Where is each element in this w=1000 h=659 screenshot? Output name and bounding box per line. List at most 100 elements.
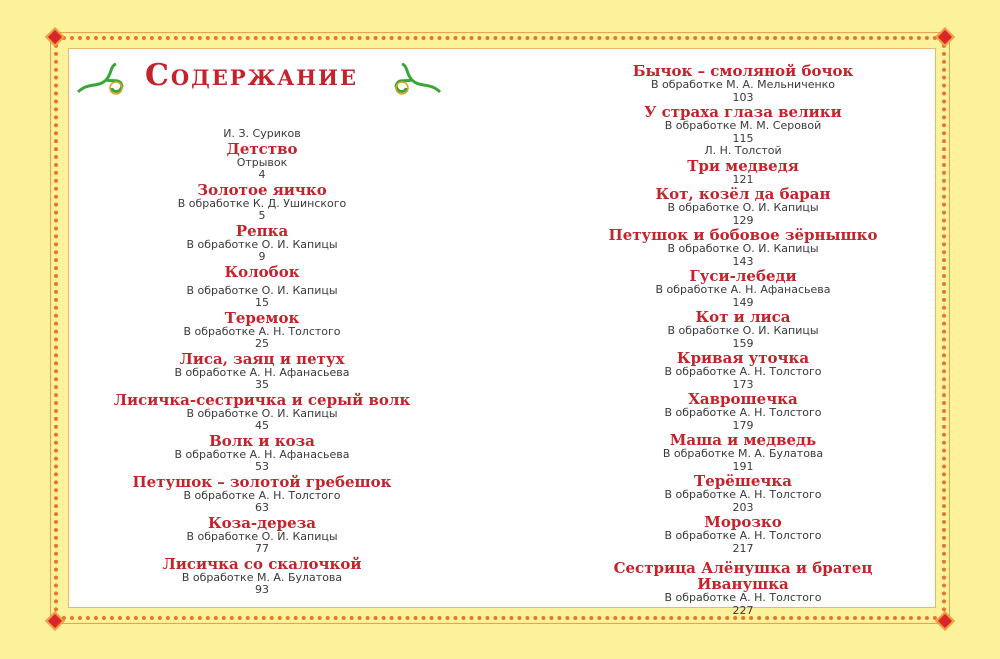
entry-subtitle: В обработке О. И. Капицы	[186, 529, 338, 543]
entry-subtitle: В обработке М. М. Серовой	[664, 119, 822, 132]
entry-subtitle: В обработке М. А. Булатова	[662, 447, 824, 460]
entry-subtitle: В обработке А. Н. Толстого	[664, 488, 822, 501]
contents-left-column: И. З. Суриков Детство Отрывок 4 Золотое яичк…	[112, 127, 412, 597]
entry-title: Кривая уточка	[676, 349, 810, 367]
entry-page-number: 15	[255, 296, 269, 309]
entry-subtitle: В обработке А. Н. Афанасьева	[655, 283, 831, 296]
toc-entry[interactable]: Репка В обработке О. И. Капицы 9	[112, 223, 412, 264]
entry-title: Волк и коза	[209, 431, 315, 450]
toc-entry[interactable]: Петушок – золотой гребешок В обработке А.…	[112, 474, 412, 515]
toc-entry[interactable]: Маша и медведь В обработке М. А. Булатова…	[593, 432, 893, 473]
entry-page-number: 159	[732, 336, 754, 350]
toc-entry[interactable]: Колобок В обработке О. И. Капицы 15	[112, 264, 412, 310]
entry-title: Теремок	[224, 308, 300, 327]
entry-subtitle: В обработке А. Н. Толстого	[664, 529, 822, 542]
entry-subtitle: В обработке А. Н. Толстого	[664, 406, 822, 419]
toc-entry[interactable]: Сестрица Алёнушка и братец Иванушка В обр…	[593, 555, 893, 617]
toc-entry[interactable]: Петушок и бобовое зёрнышко В обработке О.…	[593, 227, 893, 268]
entry-title: Коза-дереза	[207, 513, 317, 532]
entry-title: Петушок и бобовое зёрнышко	[608, 226, 878, 244]
toc-entry[interactable]: У страха глаза велики В обработке М. М. С…	[593, 104, 893, 145]
entry-page-number: 179	[732, 418, 754, 432]
toc-entry[interactable]: Хаврошечка В обработке А. Н. Толстого 179	[593, 391, 893, 432]
entry-title: Колобок	[224, 262, 300, 281]
entry-page-number: 227	[732, 603, 754, 617]
entry-page-number: 115	[732, 131, 754, 145]
toc-entry[interactable]: Терёшечка В обработке А. Н. Толстого 203	[593, 473, 893, 514]
toc-entry[interactable]: Золотое яичко В обработке К. Д. Ушинского…	[112, 182, 412, 223]
entry-page-number: 35	[255, 378, 269, 391]
entry-page-number: 103	[732, 90, 754, 104]
toc-entry[interactable]: Волк и коза В обработке А. Н. Афанасьева 5…	[112, 433, 412, 474]
entry-subtitle: В обработке О. И. Капицы	[667, 324, 819, 337]
entry-subtitle: В обработке О. И. Капицы	[667, 242, 819, 255]
page-title: Содержание	[145, 58, 358, 93]
entry-author: И. З. Суриков	[223, 127, 301, 140]
entry-title: Сестрица Алёнушка и братец Иванушка	[613, 559, 873, 593]
toc-entry[interactable]: Кот и лиса В обработке О. И. Капицы 159	[593, 309, 893, 350]
entry-subtitle: В обработке М. А. Булатова	[181, 570, 343, 584]
entry-subtitle: В обработке О. И. Капицы	[186, 237, 338, 251]
entry-page-number: 63	[255, 501, 269, 514]
entry-page-number: 129	[732, 213, 754, 227]
entry-page-number: 9	[258, 250, 266, 263]
toc-entry[interactable]: Бычок – смоляной бочок В обработке М. А. …	[593, 63, 893, 104]
entry-page-number: 121	[732, 172, 754, 186]
entry-title: Лисичка со скалочкой	[162, 554, 362, 573]
entry-subtitle: В обработке К. Д. Ушинского	[177, 196, 347, 210]
entry-subtitle: В обработке О. И. Капицы	[667, 201, 819, 214]
entry-page-number: 143	[732, 254, 754, 268]
entry-subtitle: В обработке А. Н. Толстого	[183, 324, 341, 338]
toc-entry[interactable]: Кривая уточка В обработке А. Н. Толстого 1…	[593, 350, 893, 391]
entry-title: Золотое яичко	[197, 180, 327, 199]
entry-title: Гуси-лебеди	[689, 267, 797, 285]
entry-author: Л. Н. Толстой	[704, 144, 782, 157]
entry-page-number: 93	[255, 583, 269, 596]
entry-page-number: 4	[258, 168, 266, 181]
toc-entry[interactable]: Морозко В обработке А. Н. Толстого 217	[593, 514, 893, 555]
entry-title: Терёшечка	[694, 472, 792, 490]
entry-page-number: 45	[255, 419, 269, 432]
entry-title: Кот и лиса	[695, 308, 791, 326]
entry-subtitle: В обработке О. И. Капицы	[186, 406, 338, 420]
entry-page-number: 203	[732, 500, 754, 514]
toc-entry[interactable]: Гуси-лебеди В обработке А. Н. Афанасьева 1…	[593, 268, 893, 309]
toc-entry[interactable]: Теремок В обработке А. Н. Толстого 25	[112, 310, 412, 351]
entry-subtitle: В обработке А. Н. Толстого	[664, 365, 822, 378]
entry-subtitle: В обработке А. Н. Толстого	[664, 591, 822, 604]
entry-page-number: 77	[255, 542, 269, 555]
entry-subtitle: В обработке О. И. Капицы	[186, 283, 338, 297]
entry-page-number: 191	[732, 459, 754, 473]
entry-page-number: 25	[255, 337, 269, 350]
toc-entry[interactable]: Лисичка со скалочкой В обработке М. А. Бу…	[112, 556, 412, 597]
contents-right-column: Бычок – смоляной бочок В обработке М. А. …	[593, 63, 893, 617]
entry-page-number: 173	[732, 377, 754, 391]
entry-title: Морозко	[704, 513, 782, 531]
page-panel	[68, 48, 936, 608]
entry-subtitle: В обработке М. А. Мельниченко	[650, 78, 836, 91]
entry-title: Три медведя	[687, 156, 799, 175]
entry-title: Лиса, заяц и петух	[179, 349, 345, 368]
toc-entry[interactable]: Л. Н. Толстой Три медведя 121	[593, 144, 893, 186]
entry-title: Бычок – смоляной бочок	[632, 62, 854, 80]
entry-subtitle: Отрывок	[236, 155, 288, 169]
entry-title: Репка	[235, 221, 289, 240]
toc-entry[interactable]: Кот, козёл да баран В обработке О. И. Кап…	[593, 186, 893, 227]
entry-title: Детство	[226, 139, 298, 158]
toc-entry[interactable]: Лисичка-сестричка и серый волк В обработк…	[112, 392, 412, 433]
entry-title: Петушок – золотой гребешок	[132, 472, 392, 491]
entry-title: Маша и медведь	[669, 431, 817, 449]
entry-page-number: 53	[255, 460, 269, 473]
entry-title: У страха глаза велики	[644, 103, 842, 121]
entry-title: Кот, козёл да баран	[655, 185, 831, 203]
entry-subtitle: В обработке А. Н. Афанасьева	[174, 447, 350, 461]
ornamental-border	[50, 32, 950, 624]
entry-page-number: 5	[258, 209, 266, 222]
toc-entry[interactable]: Лиса, заяц и петух В обработке А. Н. Афан…	[112, 351, 412, 392]
entry-subtitle: В обработке А. Н. Афанасьева	[174, 365, 350, 379]
floral-ornament-right-icon	[394, 62, 442, 95]
toc-entry[interactable]: Коза-дереза В обработке О. И. Капицы 77	[112, 515, 412, 556]
entry-subtitle: В обработке А. Н. Толстого	[183, 488, 341, 502]
floral-ornament-left-icon	[76, 62, 124, 95]
toc-entry[interactable]: И. З. Суриков Детство Отрывок 4	[112, 127, 412, 182]
